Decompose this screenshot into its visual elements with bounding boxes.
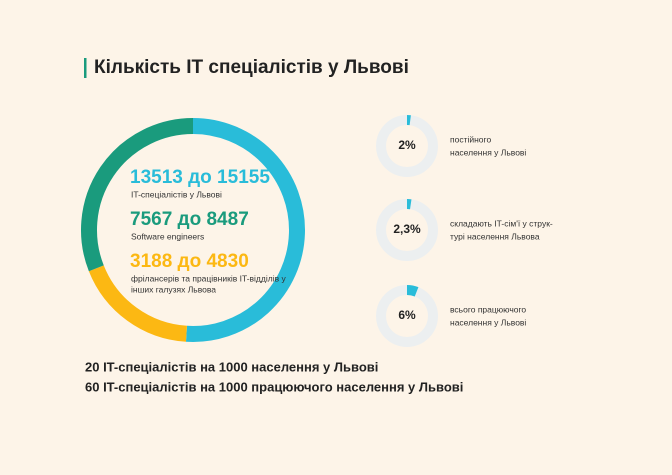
stat-label: Software engineers — [131, 231, 204, 241]
stat-value: 7567 до 8487 — [130, 209, 249, 230]
stat-label: інших галузях Львова — [131, 284, 216, 294]
donut-caption: всього працюючого — [450, 304, 526, 314]
donut-caption: турі населення Львова — [450, 231, 540, 241]
donut-segment — [406, 285, 419, 297]
title: Кількість IT спеціалістів у Львові — [94, 57, 409, 78]
footer-line: 20 IT-спеціалістів на 1000 населення у Л… — [85, 359, 378, 374]
donut-caption: населення у Львові — [450, 317, 526, 327]
title-bar — [84, 58, 87, 78]
footer-line: 60 IT-спеціалістів на 1000 працюючого на… — [85, 379, 463, 394]
donut-value: 2% — [398, 138, 416, 152]
donut-value: 6% — [398, 308, 416, 322]
donut-caption: складають IT-сім'ї у струк- — [450, 218, 553, 228]
donut-value: 2,3% — [393, 222, 421, 236]
stat-value: 3188 до 4830 — [130, 251, 249, 272]
donut-caption: населення у Львові — [450, 147, 526, 157]
stat-label: фрілансерів та працівників IT-відділів у — [131, 273, 286, 283]
stat-value: 13513 до 15155 — [130, 167, 270, 188]
donut-segment — [88, 265, 188, 342]
stat-label: IT-спеціалістів у Львові — [131, 189, 222, 199]
donut-caption: постійного — [450, 134, 491, 144]
donut-segment — [185, 118, 305, 342]
donut-segment — [81, 118, 194, 272]
